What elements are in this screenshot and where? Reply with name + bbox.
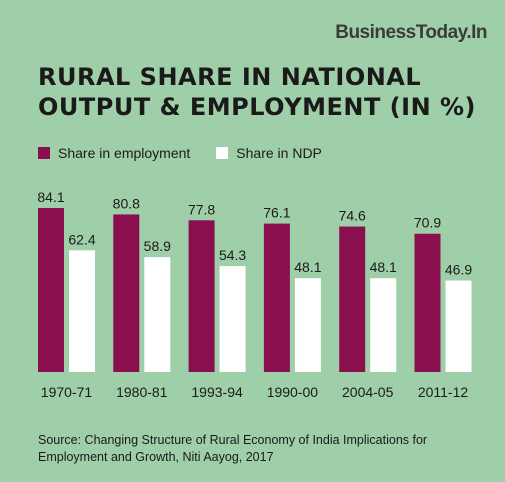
data-label-employment-1993-94: 77.8: [188, 201, 215, 217]
legend-label-ndp: Share in NDP: [236, 145, 322, 161]
bar-employment-1993-94: [188, 220, 215, 372]
x-tick-label-2004-05: 2004-05: [342, 384, 394, 400]
legend-swatch-ndp: [216, 147, 229, 159]
bar-ndp-1970-71: [69, 250, 95, 372]
data-label-ndp-2004-05: 48.1: [370, 259, 397, 275]
x-tick-label-2011-12: 2011-12: [418, 384, 469, 400]
x-tick-label-1993-94: 1993-94: [191, 384, 243, 400]
chart-title: RURAL SHARE IN NATIONAL OUTPUT & EMPLOYM…: [38, 62, 476, 122]
x-tick-label-1970-71: 1970-71: [41, 384, 93, 400]
data-label-employment-2011-12: 70.9: [414, 215, 441, 231]
chart-title-line-2: OUTPUT & EMPLOYMENT (IN %): [38, 93, 477, 121]
bar-employment-1980-81: [113, 214, 140, 372]
data-label-employment-1990-00: 76.1: [263, 205, 290, 221]
legend-item-ndp: Share in NDP: [216, 145, 322, 161]
x-tick-label-1990-00: 1990-00: [267, 384, 319, 400]
bar-employment-1990-00: [263, 223, 290, 372]
bar-employment-2004-05: [339, 226, 366, 372]
x-tick-label-1980-81: 1980-81: [116, 384, 168, 400]
bar-ndp-2004-05: [370, 278, 397, 372]
data-label-ndp-2011-12: 46.9: [445, 262, 472, 278]
data-label-ndp-1980-81: 58.9: [144, 238, 171, 254]
data-label-employment-1970-71: 84.1: [37, 189, 64, 205]
data-label-ndp-1990-00: 48.1: [294, 259, 321, 275]
bar-ndp-1980-81: [144, 257, 171, 372]
legend-label-employment: Share in employment: [58, 145, 191, 161]
data-label-ndp-1970-71: 62.4: [68, 231, 95, 247]
bar-ndp-2011-12: [445, 280, 472, 372]
legend-swatch-employment: [38, 147, 50, 159]
data-label-ndp-1993-94: 54.3: [219, 247, 246, 263]
chart-legend: Share in employment Share in NDP: [38, 145, 348, 161]
chart-title-line-1: RURAL SHARE IN NATIONAL: [38, 63, 422, 91]
bar-employment-2011-12: [414, 233, 441, 372]
data-label-employment-2004-05: 74.6: [339, 208, 366, 224]
data-label-employment-1980-81: 80.8: [113, 195, 140, 211]
bar-ndp-1990-00: [294, 278, 321, 372]
bar-ndp-1993-94: [219, 266, 246, 372]
legend-item-employment: Share in employment: [38, 145, 190, 161]
brand-logo: BusinessToday.In: [335, 22, 487, 43]
source-note: Source: Changing Structure of Rural Econ…: [38, 433, 428, 464]
bar-employment-1970-71: [38, 208, 64, 372]
